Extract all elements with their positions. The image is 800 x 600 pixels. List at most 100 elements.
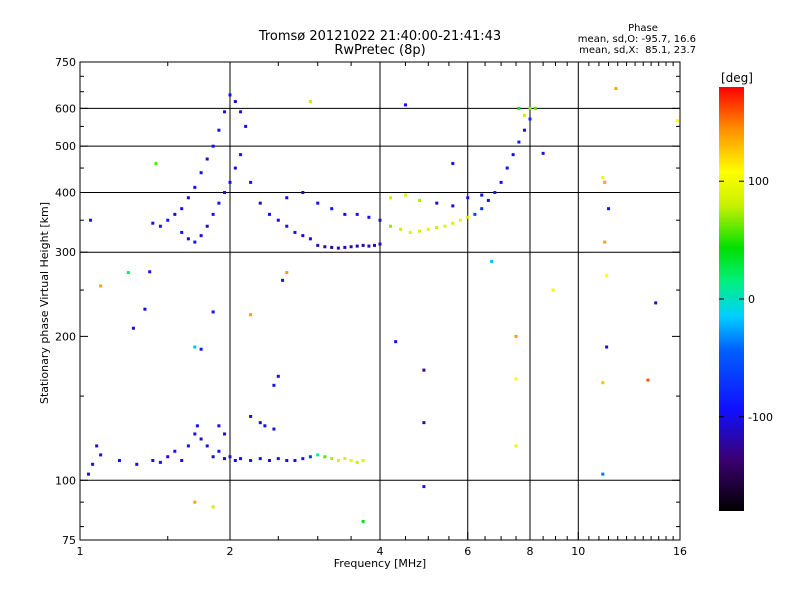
data-point [330,207,334,211]
data-point [451,161,455,165]
data-point [394,340,398,344]
data-point [258,421,262,425]
data-point [217,128,221,132]
data-point [249,458,253,462]
data-point [228,93,232,97]
colorbar-tick-label: -100 [748,411,773,424]
colorbar-label: [deg] [721,71,753,85]
x-tick-label: 16 [673,545,687,558]
data-point [211,310,215,314]
data-point [301,457,305,461]
data-point [180,207,184,211]
data-point [267,212,271,216]
data-point [267,458,271,462]
data-point [336,458,340,462]
data-point [186,237,190,241]
data-point [249,180,253,184]
data-point [458,218,462,222]
data-point [199,437,203,441]
data-point [195,424,199,428]
data-point [355,212,359,216]
data-point [211,505,215,509]
data-point [355,244,359,248]
data-point [408,230,412,234]
data-point [186,444,190,448]
data-point [480,207,484,211]
data-point [95,444,99,448]
data-point [417,229,421,233]
data-point [316,201,320,205]
x-axis: 1 2 4 6 8 10 16 [77,62,687,558]
data-point [301,234,305,238]
data-point [239,153,243,157]
data-point [180,230,184,234]
data-point [417,198,421,202]
data-point [323,245,327,249]
data-point [193,185,197,189]
chart-title: Tromsø 20121022 21:40:00-21:41:43 [258,29,501,44]
data-point [514,444,518,448]
data-point [285,458,289,462]
phase-stats-heading: Phase [628,23,658,34]
data-point [349,245,353,249]
y-tick-label: 600 [55,102,76,115]
data-point [675,119,679,123]
data-point [276,374,280,378]
data-point [336,246,340,250]
y-tick-label: 500 [55,140,76,153]
colorbar-ticks: 100 0 -100 [719,175,773,424]
data-point [151,221,155,225]
data-point [541,151,545,155]
data-point [186,196,190,200]
data-point [422,485,426,489]
data-point [233,100,237,104]
data-point [355,460,359,464]
data-point [217,449,221,453]
data-point [244,124,248,128]
data-point [143,307,147,311]
data-point [343,245,347,249]
data-point [601,381,605,385]
x-axis-label: Frequency [MHz] [334,557,426,570]
data-point [528,117,532,121]
x-tick-label: 10 [571,545,585,558]
data-point [654,301,658,305]
data-point [263,424,267,428]
data-point [180,458,184,462]
x-tick-label: 6 [464,545,471,558]
x-tick-label: 8 [527,545,534,558]
data-point [603,240,607,244]
data-point [217,424,221,428]
data-point [451,204,455,208]
data-point [249,313,253,317]
data-point [435,201,439,205]
data-point [205,224,209,228]
data-point [308,455,312,459]
data-point [223,110,227,114]
data-point [614,87,618,91]
plot-grid [80,62,680,540]
data-point [361,243,365,247]
data-point [193,345,197,349]
chart-subtitle: RwPretec (8p) [334,43,425,58]
data-point [285,271,289,275]
data-point [349,458,353,462]
data-point [151,458,155,462]
data-point [285,196,289,200]
data-point [211,455,215,459]
data-point [399,227,403,231]
data-point [389,224,393,228]
data-point [517,106,521,110]
phase-stats-x-mode: mean, sd,X: 85.1, 23.7 [579,45,696,56]
x-tick-label: 2 [227,545,234,558]
data-point [285,224,289,228]
y-tick-label: 100 [55,474,76,487]
data-point [505,166,509,170]
y-axis-label: Stationary phase Virtual Height [km] [38,202,51,404]
data-point [316,243,320,247]
y-tick-label: 300 [55,246,76,259]
data-point [308,237,312,241]
phase-colorbar: [deg] 100 0 -100 [719,71,773,511]
data-point [493,190,497,194]
